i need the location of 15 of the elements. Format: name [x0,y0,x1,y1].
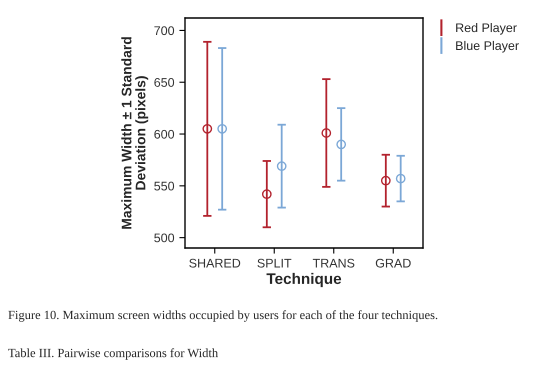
y-tick-label: 600 [154,130,174,139]
text: Table III. Pairwise comparisons for Width [8,348,218,360]
x-tick-label: TRANS [312,258,354,268]
legend-label: Red Player [456,23,517,35]
y-tick-label: 550 [154,182,174,190]
y-tick-label: 650 [154,78,174,87]
caption: Figure 10. Maximum screen widths occupied by users for each of the four techniques. [8,310,438,322]
y-tick-label: 500 [154,233,174,242]
x-tick-label: SPLIT [257,258,292,268]
x-axis-title: Technique [266,272,342,288]
x-tick-label: SHARED [189,258,240,268]
legend-label: Blue Player [456,40,519,53]
x-tick-label: GRAD [376,258,411,268]
y-tick-label: 700 [154,26,174,36]
y-axis-title: Maximum Width ± 1 Standard Deviation (pixels) [121,37,148,229]
